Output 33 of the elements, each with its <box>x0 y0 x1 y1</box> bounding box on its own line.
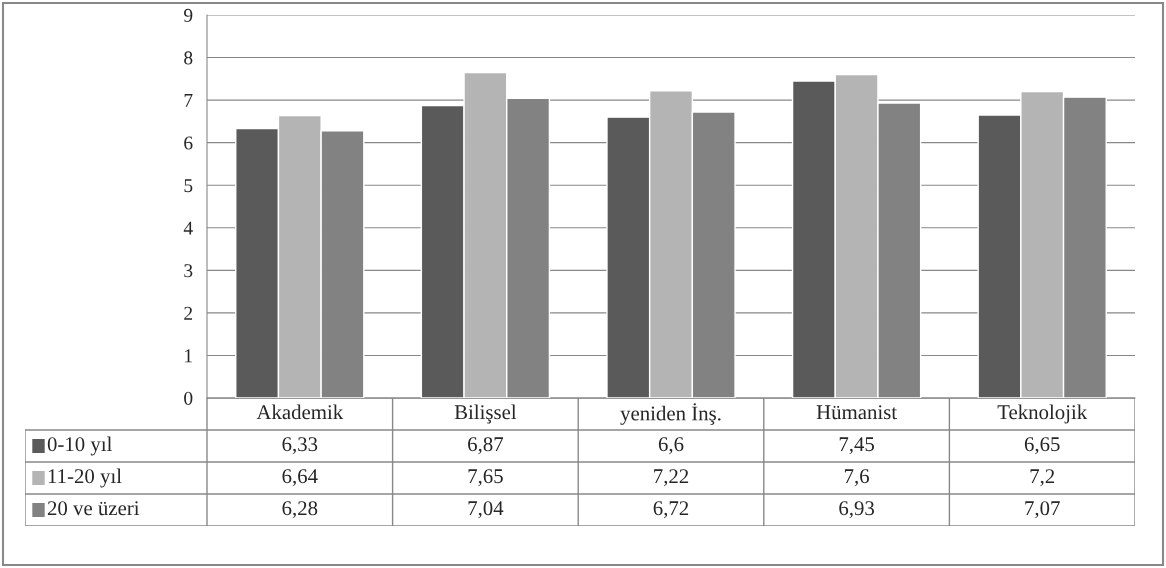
x-tick-label: yeniden İnş. <box>620 403 721 425</box>
x-tick-label: Hümanist <box>816 405 897 420</box>
data-label: 6,33 <box>282 437 318 455</box>
x-tick-label: Akademik <box>256 404 344 420</box>
data-label: 7,07 <box>1025 501 1060 519</box>
data-label: 7,2 <box>1030 469 1055 487</box>
y-tick-label: 4 <box>183 221 193 235</box>
y-tick-label: 5 <box>184 179 193 193</box>
y-tick-label: 2 <box>184 306 193 320</box>
x-tick-label: Bilişsel <box>454 404 517 424</box>
data-label: 6,72 <box>653 501 689 519</box>
y-tick-label: 6 <box>184 136 193 150</box>
data-label: 6,87 <box>468 437 504 455</box>
data-label: 7,6 <box>844 469 869 487</box>
data-label: 7,65 <box>468 469 503 487</box>
data-label: 6,64 <box>282 469 318 487</box>
data-label: 7,04 <box>468 501 504 519</box>
data-label: 6,93 <box>839 501 875 519</box>
x-tick-label: Teknolojik <box>997 404 1088 424</box>
legend-label: 11-20 yıl <box>48 468 122 488</box>
data-label: 6,6 <box>658 437 684 455</box>
y-tick-label: 1 <box>185 349 192 363</box>
y-tick-label: 3 <box>184 264 193 278</box>
data-label: 7,22 <box>654 469 689 487</box>
y-tick-label: 7 <box>184 94 193 107</box>
data-label: 6,28 <box>282 501 318 519</box>
legend-label: 20 ve üzeri <box>47 501 140 516</box>
y-tick-label: 8 <box>184 51 193 65</box>
data-label: 7,45 <box>839 437 875 455</box>
y-tick-label: 9 <box>184 8 193 22</box>
legend-label: 0-10 yıl <box>47 436 112 456</box>
y-tick-label: 0 <box>184 391 193 405</box>
data-label: 6,65 <box>1024 437 1060 455</box>
